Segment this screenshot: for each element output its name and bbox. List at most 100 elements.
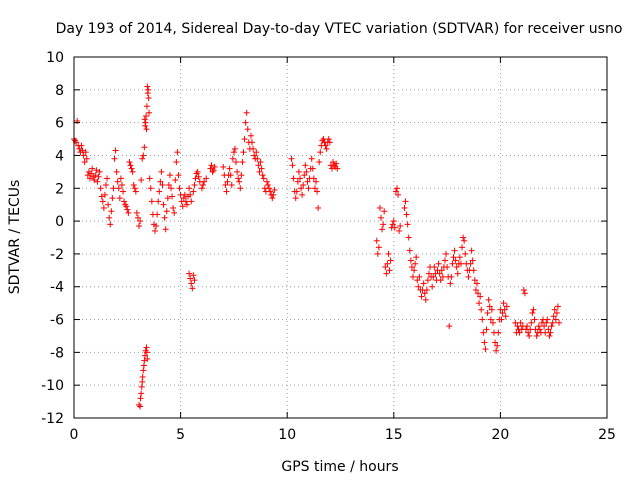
data-point bbox=[300, 181, 307, 188]
x-tick-label: 15 bbox=[385, 427, 403, 443]
data-point bbox=[298, 185, 305, 192]
data-point bbox=[143, 126, 150, 133]
data-point bbox=[374, 250, 381, 257]
data-point bbox=[415, 283, 422, 290]
data-point bbox=[330, 159, 337, 166]
data-point bbox=[408, 264, 415, 271]
data-point bbox=[295, 168, 302, 175]
data-point bbox=[137, 403, 144, 410]
data-point bbox=[446, 323, 453, 330]
data-point bbox=[173, 159, 180, 166]
data-point bbox=[142, 119, 149, 126]
grid bbox=[74, 57, 607, 418]
data-point bbox=[429, 283, 436, 290]
data-point bbox=[207, 165, 214, 172]
data-point bbox=[326, 139, 333, 146]
data-point bbox=[199, 181, 206, 188]
data-point bbox=[544, 316, 551, 323]
data-point bbox=[146, 175, 153, 182]
data-point bbox=[238, 172, 245, 179]
data-point bbox=[230, 149, 237, 156]
data-point bbox=[468, 247, 475, 254]
data-point bbox=[304, 178, 311, 185]
data-point bbox=[95, 173, 102, 180]
y-tick-label: 10 bbox=[46, 50, 64, 66]
data-point bbox=[113, 168, 120, 175]
data-point bbox=[543, 319, 550, 326]
data-point bbox=[161, 214, 168, 221]
data-point bbox=[133, 209, 140, 216]
data-point bbox=[383, 270, 390, 277]
data-point bbox=[195, 173, 202, 180]
y-tick-label: -8 bbox=[50, 345, 64, 361]
data-point bbox=[112, 147, 119, 154]
data-point bbox=[550, 313, 557, 320]
data-point bbox=[517, 319, 524, 326]
data-point bbox=[391, 224, 398, 231]
data-point bbox=[500, 300, 507, 307]
data-point bbox=[233, 159, 240, 166]
data-point bbox=[235, 175, 242, 182]
data-point bbox=[386, 267, 393, 274]
data-point bbox=[296, 175, 303, 182]
data-point bbox=[373, 237, 380, 244]
data-point bbox=[192, 175, 199, 182]
data-point bbox=[503, 303, 510, 310]
data-point bbox=[404, 221, 411, 228]
data-point bbox=[101, 191, 108, 198]
y-tick-label: 6 bbox=[55, 116, 64, 132]
data-point bbox=[240, 149, 247, 156]
data-point bbox=[249, 139, 256, 146]
data-point bbox=[244, 126, 251, 133]
data-point bbox=[155, 198, 162, 205]
data-point bbox=[402, 198, 409, 205]
data-point bbox=[333, 160, 340, 167]
x-tick-label: 20 bbox=[491, 427, 509, 443]
data-point bbox=[210, 167, 217, 174]
data-point bbox=[237, 185, 244, 192]
data-point bbox=[148, 198, 155, 205]
data-point bbox=[145, 86, 152, 93]
data-point bbox=[106, 214, 113, 221]
data-point bbox=[96, 168, 103, 175]
data-point bbox=[242, 119, 249, 126]
data-point bbox=[379, 226, 386, 233]
data-point bbox=[301, 172, 308, 179]
data-point bbox=[141, 116, 148, 123]
data-point bbox=[384, 260, 391, 267]
data-point bbox=[328, 165, 335, 172]
data-point bbox=[536, 326, 543, 333]
data-point bbox=[421, 290, 428, 297]
data-point bbox=[89, 165, 96, 172]
data-point bbox=[165, 181, 172, 188]
data-point bbox=[524, 323, 531, 330]
data-point bbox=[299, 191, 306, 198]
data-point bbox=[482, 346, 489, 353]
data-point bbox=[141, 352, 148, 359]
data-point bbox=[125, 209, 132, 216]
data-point bbox=[459, 244, 466, 251]
data-point bbox=[129, 168, 136, 175]
data-point bbox=[418, 293, 425, 300]
data-point bbox=[164, 195, 171, 202]
data-point bbox=[521, 290, 528, 297]
data-point bbox=[486, 303, 493, 310]
data-point bbox=[144, 83, 151, 90]
data-point bbox=[392, 188, 399, 195]
data-point bbox=[147, 185, 154, 192]
data-point bbox=[143, 103, 150, 110]
data-point bbox=[243, 109, 250, 116]
data-point bbox=[437, 277, 444, 284]
data-point bbox=[450, 254, 457, 261]
data-point bbox=[191, 181, 198, 188]
data-point bbox=[247, 132, 254, 139]
data-point bbox=[140, 152, 147, 159]
data-point bbox=[435, 260, 442, 267]
data-point bbox=[380, 221, 387, 228]
data-point bbox=[314, 188, 321, 195]
data-point bbox=[78, 142, 85, 149]
data-point bbox=[131, 185, 138, 192]
plot-frame bbox=[73, 56, 608, 419]
data-point bbox=[118, 181, 125, 188]
data-point bbox=[535, 323, 542, 330]
